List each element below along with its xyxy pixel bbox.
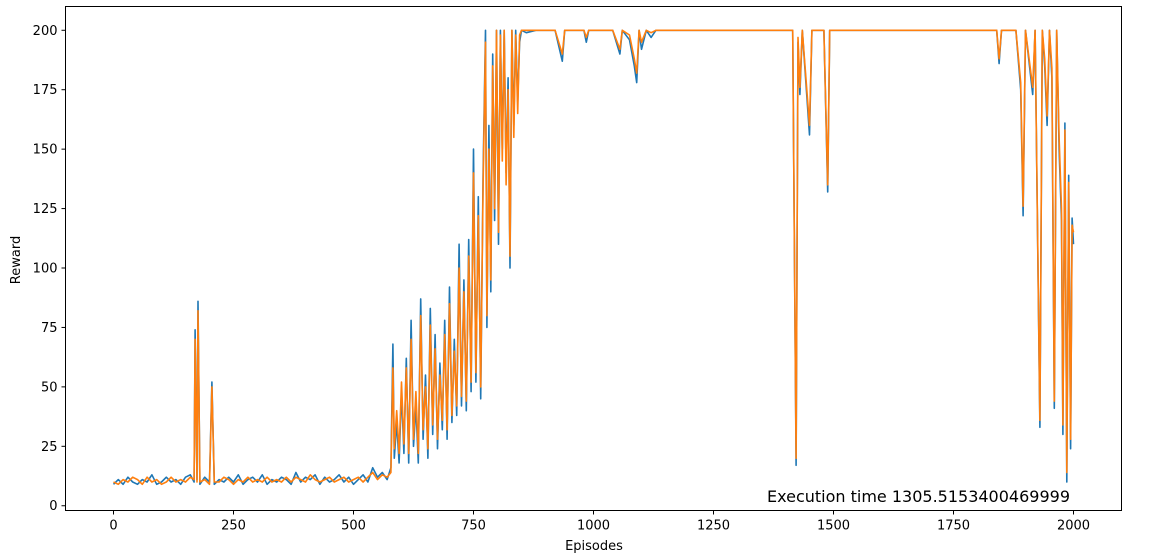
y-tick-label: 125	[33, 202, 58, 217]
series-line-1	[112, 29, 1075, 486]
plot-area-frame	[65, 6, 1122, 511]
y-tick-label: 150	[33, 143, 58, 158]
execution-time-annotation: Execution time 1305.5153400469999	[767, 487, 1070, 506]
x-tick-label: 250	[221, 519, 246, 534]
series-line-2	[113, 29, 1075, 486]
y-tick-label: 100	[33, 262, 58, 277]
x-tick-label: 750	[461, 519, 486, 534]
x-tick-label: 1750	[937, 519, 970, 534]
x-tick-label: 0	[109, 519, 117, 534]
y-tick-label: 75	[41, 321, 58, 336]
y-tick-label: 25	[41, 440, 58, 455]
y-tick-label: 0	[49, 499, 57, 514]
y-tick-label: 175	[33, 83, 58, 98]
x-tick-label: 1500	[817, 519, 850, 534]
x-axis: 0 250 500 750 1000 1250 1500 1750 2000	[109, 510, 1090, 534]
x-tick-label: 500	[341, 519, 366, 534]
x-tick-label: 1000	[577, 519, 610, 534]
x-tick-label: 1250	[697, 519, 730, 534]
y-tick-label: 50	[41, 380, 58, 395]
y-axis-label: Reward	[9, 236, 24, 284]
y-axis: 0 25 50 75 100 125 150 175 200	[33, 24, 66, 514]
series-layer	[112, 29, 1075, 486]
y-tick-label: 200	[33, 24, 58, 39]
x-tick-label: 2000	[1057, 519, 1090, 534]
x-axis-label: Episodes	[565, 539, 623, 554]
